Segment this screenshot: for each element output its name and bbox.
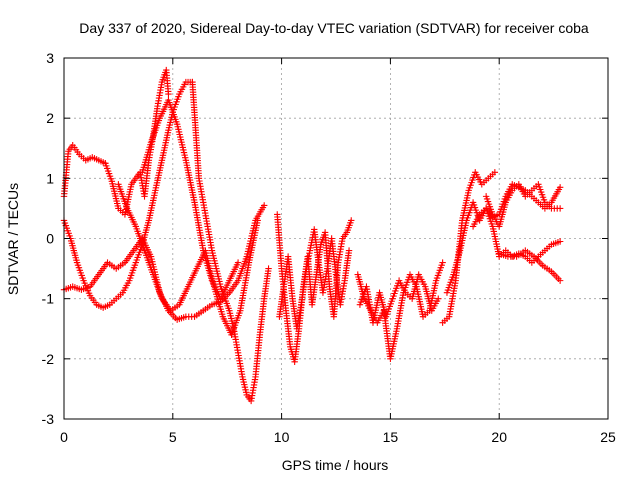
data-point bbox=[439, 259, 446, 266]
series-10 bbox=[356, 271, 442, 326]
tick-marks bbox=[63, 57, 609, 420]
data-point bbox=[345, 247, 353, 254]
series-8 bbox=[276, 226, 353, 332]
x-axis-label: GPS time / hours bbox=[282, 457, 389, 473]
series-11 bbox=[439, 169, 499, 326]
y-tick-labels: -3 -2 -1 0 1 2 3 bbox=[42, 50, 55, 427]
data-point bbox=[254, 217, 261, 224]
series-0 bbox=[60, 142, 109, 200]
y-tick-label: -3 bbox=[42, 411, 55, 427]
data-marks bbox=[60, 66, 564, 405]
x-tick-label: 15 bbox=[383, 429, 399, 445]
data-point bbox=[556, 205, 564, 212]
data-point bbox=[556, 238, 564, 245]
data-point bbox=[165, 90, 172, 98]
data-point bbox=[265, 265, 272, 272]
x-tick-labels: 0 5 10 15 20 25 bbox=[60, 429, 616, 445]
series-1 bbox=[102, 66, 172, 218]
y-tick-label: 3 bbox=[46, 50, 54, 66]
data-point bbox=[435, 295, 442, 302]
y-tick-label: -1 bbox=[42, 291, 55, 307]
y-tick-label: -2 bbox=[42, 351, 55, 367]
data-point bbox=[348, 217, 355, 224]
data-point bbox=[491, 169, 499, 176]
data-point bbox=[556, 277, 564, 284]
chart-title: Day 337 of 2020, Sidereal Day-to-day VTE… bbox=[79, 20, 589, 36]
data-point bbox=[556, 184, 564, 191]
series-6 bbox=[139, 96, 242, 302]
x-tick-label: 20 bbox=[491, 429, 507, 445]
data-point bbox=[260, 202, 268, 209]
y-tick-label: 1 bbox=[46, 170, 54, 186]
grid bbox=[64, 58, 608, 419]
series-15 bbox=[496, 247, 564, 284]
y-tick-label: 0 bbox=[46, 231, 54, 247]
x-tick-label: 25 bbox=[600, 429, 616, 445]
y-tick-label: 2 bbox=[46, 110, 54, 126]
x-tick-label: 5 bbox=[169, 429, 177, 445]
series-14 bbox=[482, 181, 564, 230]
series-3 bbox=[189, 78, 272, 405]
y-axis-label: SDTVAR / TECUs bbox=[5, 183, 21, 295]
x-tick-label: 0 bbox=[60, 429, 68, 445]
data-point bbox=[234, 259, 242, 266]
x-tick-label: 10 bbox=[274, 429, 290, 445]
